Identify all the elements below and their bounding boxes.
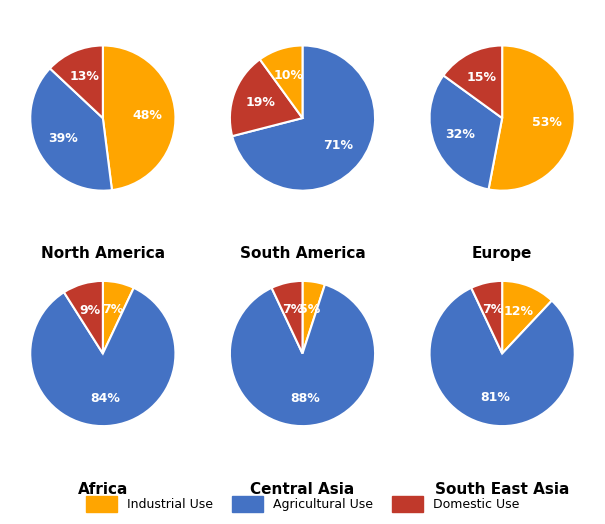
Title: Central Asia: Central Asia	[250, 482, 355, 497]
Text: 32%: 32%	[445, 128, 476, 141]
Text: 7%: 7%	[102, 303, 123, 316]
Wedge shape	[272, 281, 302, 354]
Text: 48%: 48%	[133, 109, 163, 122]
Text: 9%: 9%	[80, 304, 101, 317]
Text: 13%: 13%	[70, 70, 100, 83]
Text: 84%: 84%	[91, 392, 120, 405]
Wedge shape	[430, 288, 575, 426]
Title: Europe: Europe	[472, 246, 532, 261]
Wedge shape	[50, 46, 103, 118]
Wedge shape	[502, 281, 552, 354]
Wedge shape	[230, 285, 375, 426]
Wedge shape	[64, 281, 103, 354]
Text: 71%: 71%	[323, 139, 353, 152]
Text: 7%: 7%	[282, 303, 303, 316]
Wedge shape	[430, 75, 502, 189]
Text: 12%: 12%	[504, 305, 534, 318]
Text: 39%: 39%	[48, 132, 77, 145]
Wedge shape	[230, 59, 302, 136]
Wedge shape	[302, 281, 325, 354]
Text: 88%: 88%	[290, 392, 320, 405]
Title: Africa: Africa	[77, 482, 128, 497]
Text: 19%: 19%	[245, 96, 275, 110]
Wedge shape	[232, 46, 375, 191]
Wedge shape	[30, 288, 175, 426]
Title: North America: North America	[41, 246, 165, 261]
Wedge shape	[30, 69, 112, 191]
Text: 15%: 15%	[466, 71, 497, 84]
Text: 53%: 53%	[532, 116, 562, 129]
Wedge shape	[260, 46, 302, 118]
Wedge shape	[443, 46, 502, 118]
Wedge shape	[103, 281, 134, 354]
Title: South America: South America	[240, 246, 365, 261]
Wedge shape	[489, 46, 575, 191]
Title: South East Asia: South East Asia	[435, 482, 569, 497]
Text: 10%: 10%	[273, 69, 304, 82]
Wedge shape	[471, 281, 502, 354]
Text: 5%: 5%	[299, 302, 320, 315]
Wedge shape	[103, 46, 175, 190]
Legend: Industrial Use, Agricultural Use, Domestic Use: Industrial Use, Agricultural Use, Domest…	[79, 490, 526, 518]
Text: 7%: 7%	[482, 303, 503, 316]
Text: 81%: 81%	[480, 391, 510, 405]
